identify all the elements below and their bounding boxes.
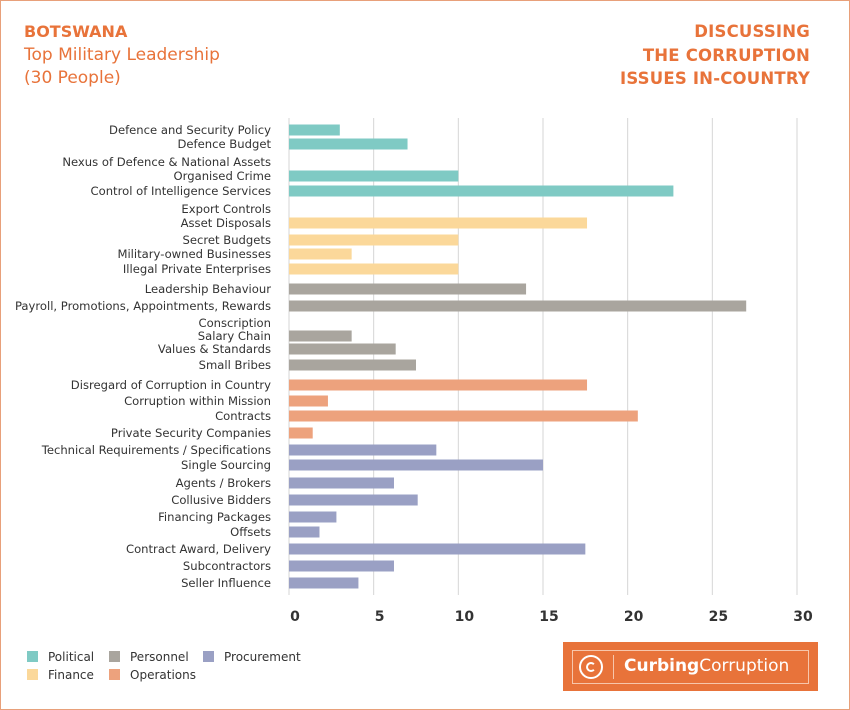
category-label: Subcontractors bbox=[183, 559, 271, 573]
legend-item: Finance bbox=[27, 668, 94, 682]
bar bbox=[289, 410, 638, 422]
bar bbox=[289, 330, 352, 342]
logo-c-inner-icon bbox=[586, 662, 596, 672]
curbing-corruption-logo: CurbingCorruption bbox=[563, 642, 818, 691]
category-label: Illegal Private Enterprises bbox=[123, 262, 271, 276]
bar bbox=[289, 526, 320, 538]
logo-text: CurbingCorruption bbox=[624, 656, 789, 676]
category-label: Offsets bbox=[230, 525, 271, 539]
legend-label: Political bbox=[48, 650, 95, 664]
bar bbox=[289, 560, 394, 572]
bar bbox=[289, 217, 588, 229]
x-tick-label: 0 bbox=[290, 609, 300, 625]
legend-swatch bbox=[109, 669, 120, 680]
legend-swatch bbox=[203, 651, 214, 662]
bar bbox=[289, 359, 416, 371]
x-tick-label: 15 bbox=[539, 609, 558, 625]
legend-swatch bbox=[27, 669, 38, 680]
category-label: Agents / Brokers bbox=[176, 476, 271, 490]
category-label: Seller Influence bbox=[181, 576, 271, 590]
bar bbox=[289, 427, 313, 439]
category-label: Defence Budget bbox=[177, 137, 271, 151]
bar bbox=[289, 124, 340, 136]
bar bbox=[289, 248, 352, 260]
x-tick-label: 20 bbox=[624, 609, 644, 625]
category-label: Collusive Bidders bbox=[171, 493, 271, 507]
category-label: Payroll, Promotions, Appointments, Rewar… bbox=[15, 299, 271, 313]
legend-swatch bbox=[109, 651, 120, 662]
category-label: Leadership Behaviour bbox=[145, 282, 271, 296]
category-label: Secret Budgets bbox=[183, 233, 271, 247]
bar bbox=[289, 263, 459, 275]
bar bbox=[289, 395, 328, 407]
legend-label: Finance bbox=[48, 668, 94, 682]
right-title-line-3: ISSUES IN-COUNTRY bbox=[619, 69, 810, 88]
x-tick-label: 10 bbox=[455, 609, 475, 625]
logo-border: CurbingCorruption bbox=[572, 650, 809, 684]
legend-label: Procurement bbox=[224, 650, 301, 664]
bar bbox=[289, 511, 337, 523]
category-label: Contract Award, Delivery bbox=[126, 542, 271, 556]
category-label: Financing Packages bbox=[158, 510, 271, 524]
x-tick-label: 30 bbox=[793, 609, 813, 625]
country-title: BOTSWANA bbox=[24, 22, 128, 41]
category-label: Organised Crime bbox=[174, 169, 271, 183]
category-label: Contracts bbox=[215, 409, 271, 423]
legend-item: Political bbox=[27, 650, 94, 664]
category-label: Conscription bbox=[198, 316, 271, 330]
subtitle-line-1: Top Military Leadership bbox=[24, 45, 220, 65]
legend-item: Procurement bbox=[203, 650, 301, 664]
logo-text-regular: Corruption bbox=[699, 656, 790, 676]
category-label: Salary Chain bbox=[198, 329, 271, 343]
bar bbox=[289, 477, 394, 489]
category-label: Values & Standards bbox=[158, 342, 271, 356]
bar bbox=[289, 459, 543, 471]
category-label: Defence and Security Policy bbox=[109, 123, 271, 137]
x-tick-label: 5 bbox=[375, 609, 385, 625]
category-label: Single Sourcing bbox=[181, 458, 271, 472]
bar bbox=[289, 543, 586, 555]
category-label: Private Security Companies bbox=[111, 426, 271, 440]
logo-c-icon bbox=[579, 655, 603, 679]
legend-label: Personnel bbox=[130, 650, 189, 664]
bar bbox=[289, 234, 459, 246]
subtitle-line-2: (30 People) bbox=[24, 68, 121, 88]
category-label: Technical Requirements / Specifications bbox=[41, 443, 271, 457]
right-title-line-1: DISCUSSING bbox=[694, 22, 810, 41]
logo-divider bbox=[613, 655, 614, 679]
bar bbox=[289, 494, 418, 506]
category-label: Small Bribes bbox=[199, 358, 271, 372]
bar bbox=[289, 577, 359, 589]
right-title-line-2: THE CORRUPTION bbox=[642, 46, 810, 65]
category-label: Corruption within Mission bbox=[124, 394, 271, 408]
bar bbox=[289, 343, 396, 355]
bar bbox=[289, 444, 437, 456]
x-tick-label: 25 bbox=[709, 609, 728, 625]
category-label: Military-owned Businesses bbox=[117, 247, 271, 261]
category-label: Export Controls bbox=[181, 202, 271, 216]
bar bbox=[289, 300, 747, 312]
bar bbox=[289, 283, 527, 295]
legend-swatch bbox=[27, 651, 38, 662]
bar bbox=[289, 170, 459, 182]
category-label: Control of Intelligence Services bbox=[91, 184, 271, 198]
bar bbox=[289, 185, 674, 197]
category-label: Nexus of Defence & National Assets bbox=[62, 155, 271, 169]
legend-label: Operations bbox=[130, 668, 196, 682]
bar bbox=[289, 138, 408, 150]
legend-item: Operations bbox=[109, 668, 196, 682]
category-label: Disregard of Corruption in Country bbox=[71, 378, 271, 392]
legend-item: Personnel bbox=[109, 650, 189, 664]
logo-text-bold: Curbing bbox=[624, 656, 700, 676]
bar bbox=[289, 379, 588, 391]
category-label: Asset Disposals bbox=[181, 216, 271, 230]
